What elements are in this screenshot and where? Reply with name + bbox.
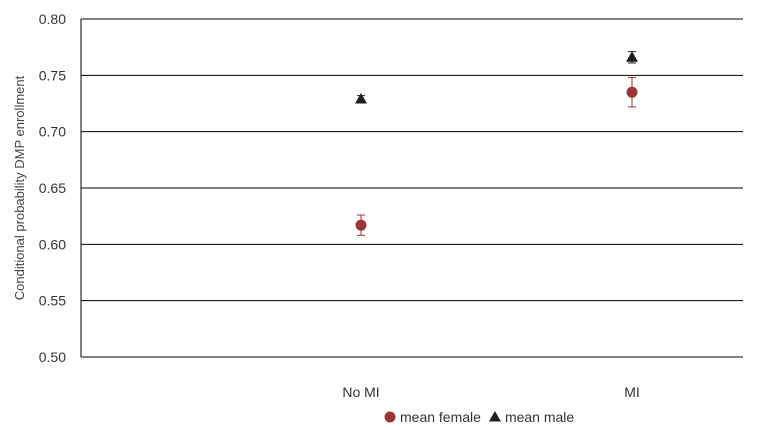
y-tick-label: 0.65: [39, 180, 66, 196]
x-tick-label: MI: [624, 384, 640, 400]
data-point: [355, 92, 367, 104]
legend-item: mean male: [488, 409, 574, 425]
series-0: [355, 77, 638, 236]
legend-label: mean male: [505, 409, 574, 425]
gridlines: [81, 18, 743, 358]
y-axis-title: Conditional probability DMP enrollment: [12, 75, 27, 300]
data-series: [355, 51, 638, 236]
series-1: [355, 51, 638, 104]
legend-triangle-icon: [488, 411, 501, 422]
data-point: [626, 86, 638, 98]
y-tick-label: 0.70: [39, 124, 66, 140]
y-tick-label: 0.75: [39, 67, 66, 83]
data-point: [626, 51, 638, 62]
y-tick-labels: 0.50 0.55 0.60 0.65 0.70 0.75 0.80: [39, 11, 66, 365]
x-tick-labels: No MI MI: [342, 384, 639, 400]
legend-label: mean female: [400, 409, 481, 425]
y-tick-label: 0.80: [39, 11, 66, 27]
legend: mean female mean male: [384, 409, 574, 425]
x-tick-label: No MI: [342, 384, 379, 400]
y-tick-label: 0.50: [39, 349, 66, 365]
data-point: [355, 219, 367, 231]
legend-circle-icon: [384, 411, 396, 423]
y-tick-label: 0.55: [39, 293, 66, 309]
y-tick-label: 0.60: [39, 236, 66, 252]
legend-item: mean female: [384, 409, 481, 425]
